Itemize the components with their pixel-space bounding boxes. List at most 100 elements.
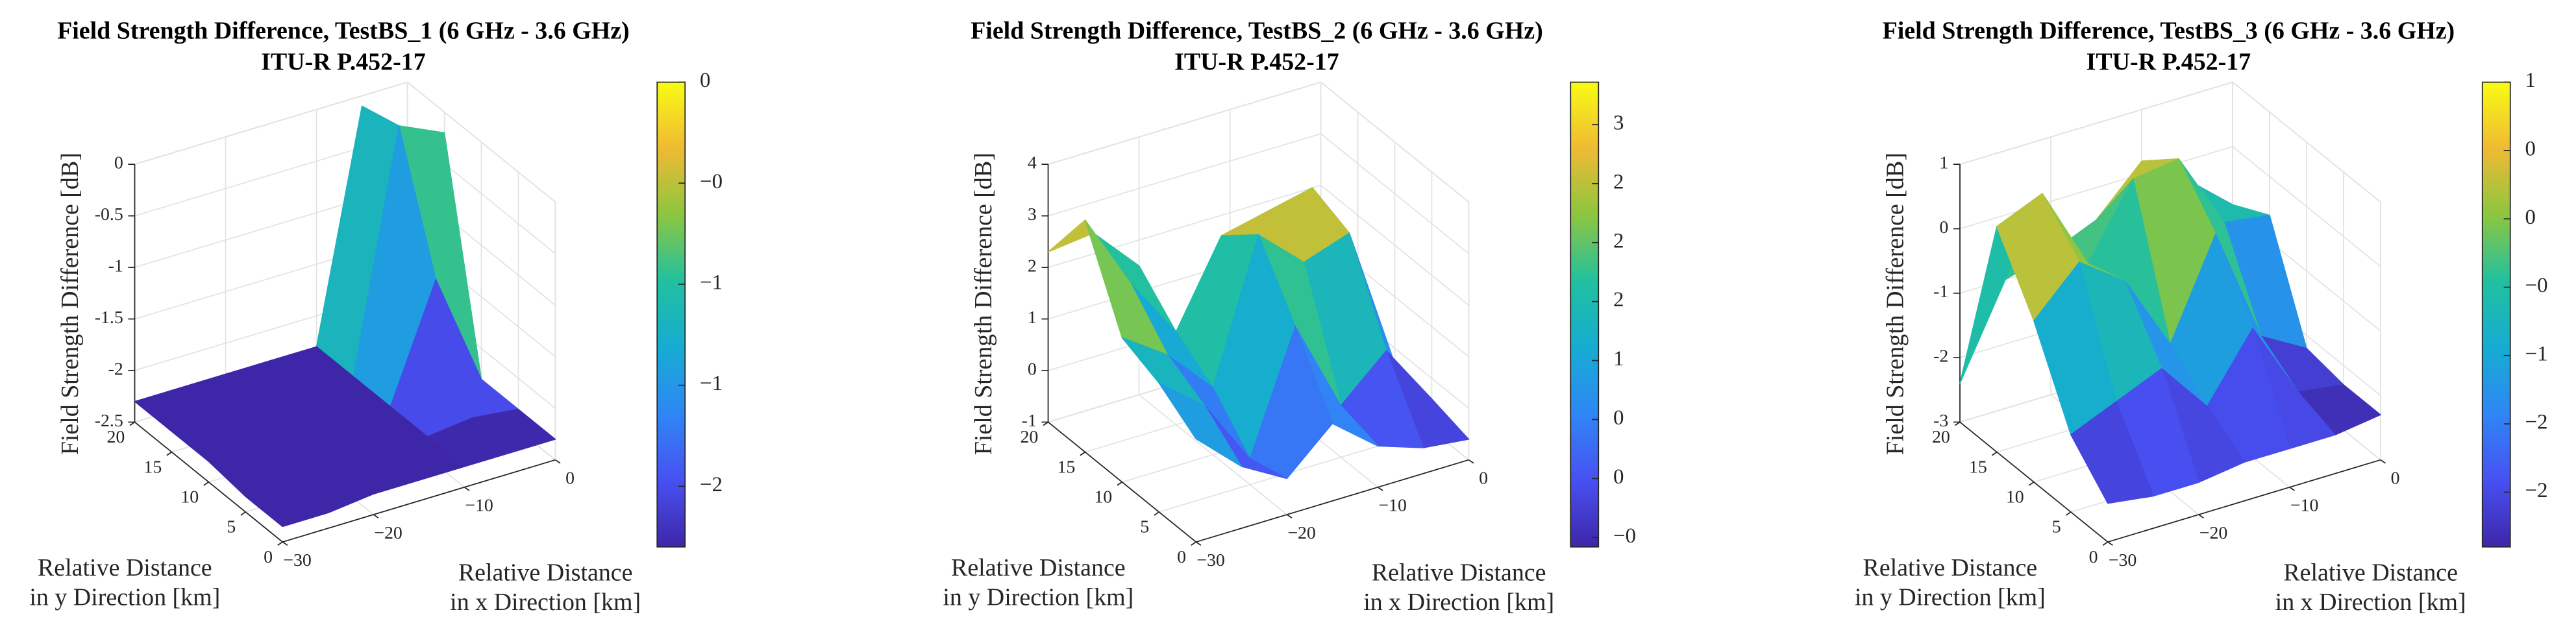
z-tick-label: 1 xyxy=(1939,153,1948,173)
tick-mark xyxy=(1080,451,1085,456)
colorbar-tick-label: −2 xyxy=(700,473,723,496)
y-axis-label: Relative Distance xyxy=(951,554,1126,581)
tick-mark xyxy=(1377,487,1383,491)
colorbar-tick-label: 2 xyxy=(1613,288,1624,311)
x-tick-label: 0 xyxy=(1479,468,1488,488)
y-tick-label: 20 xyxy=(1932,427,1950,447)
tick-mark xyxy=(2102,541,2109,546)
z-tick-label: -1 xyxy=(1022,411,1037,431)
colorbar-tick-label: 0 xyxy=(2525,206,2536,229)
chart-subtitle: ITU-R P.452-17 xyxy=(1174,48,1339,75)
x-tick-label: −20 xyxy=(2199,523,2228,543)
x-tick-label: 0 xyxy=(2391,468,2400,488)
tick-mark xyxy=(277,541,283,546)
colorbar xyxy=(656,81,686,548)
colorbar xyxy=(2481,81,2511,548)
x-axis-label: Relative Distance xyxy=(458,559,633,587)
colorbar-tick-label: 1 xyxy=(2525,69,2536,92)
tick-mark xyxy=(2107,541,2113,546)
surface-patch xyxy=(245,477,329,528)
colorbar-tick-label: 2 xyxy=(1613,229,1624,252)
z-tick-label: -1.5 xyxy=(95,308,123,328)
tick-mark xyxy=(1195,541,1202,546)
y-tick-label: 15 xyxy=(1969,457,1987,477)
z-tick-label: -3 xyxy=(1933,411,1948,431)
y-axis-label: Relative Distance xyxy=(1863,554,2038,581)
x-axis-label: in x Direction [km] xyxy=(2275,589,2466,616)
colorbar-tick-label: −2 xyxy=(2525,479,2548,502)
tick-mark xyxy=(282,541,288,546)
colorbar-tick-label: −0 xyxy=(1613,524,1636,548)
x-axis-label: Relative Distance xyxy=(1372,559,1546,587)
colorbar-tick-label: −0 xyxy=(2525,274,2548,297)
x-axis xyxy=(282,459,556,543)
x-axis-label: in x Direction [km] xyxy=(450,589,641,616)
z-tick-label: 0 xyxy=(1939,217,1948,238)
chart-title: Field Strength Difference, TestBS_2 (6 G… xyxy=(971,17,1543,44)
tick-mark xyxy=(2065,511,2072,516)
surface-patch xyxy=(1158,382,1243,467)
tick-mark xyxy=(166,451,172,456)
tick-mark xyxy=(2198,514,2204,518)
grid-line xyxy=(1320,81,1469,203)
colorbar-tick-label: −1 xyxy=(700,372,723,395)
x-tick-label: −30 xyxy=(283,550,312,570)
grid-line xyxy=(1320,184,1469,306)
tick-mark xyxy=(464,487,470,491)
x-tick-label: −30 xyxy=(2109,550,2137,570)
y-axis-label: in y Direction [km] xyxy=(1855,583,2046,611)
z-tick-label: 1 xyxy=(1028,308,1037,328)
tick-mark xyxy=(2289,487,2295,491)
y-axis-label: in y Direction [km] xyxy=(943,583,1133,611)
z-tick-label: -2.5 xyxy=(95,411,123,431)
x-tick-label: −10 xyxy=(465,496,493,516)
y-tick-label: 0 xyxy=(1177,547,1186,567)
y-tick-label: 5 xyxy=(227,517,236,537)
grid-line xyxy=(1048,133,1321,217)
z-tick-label: -2 xyxy=(108,359,123,379)
z-tick-label: 2 xyxy=(1028,256,1037,276)
z-axis-label: Field Strength Difference [dB] xyxy=(970,152,997,455)
colorbar-tick-label: −1 xyxy=(2525,342,2548,365)
x-tick-label: −10 xyxy=(1378,496,1407,516)
x-axis-label: Relative Distance xyxy=(2283,559,2458,587)
z-tick-label: 0 xyxy=(114,153,123,173)
tick-mark xyxy=(2028,482,2035,486)
surface-patch xyxy=(1084,219,1169,356)
grid-line xyxy=(1959,146,2233,230)
y-tick-label: 10 xyxy=(180,487,199,507)
tick-mark xyxy=(1468,459,1474,464)
grid-line xyxy=(2232,81,2381,203)
z-axis-label: Field Strength Difference [dB] xyxy=(1882,152,1909,455)
grid-line xyxy=(1959,81,2233,165)
chart-title: Field Strength Difference, TestBS_3 (6 G… xyxy=(1883,17,2455,44)
grid-line xyxy=(1048,81,1321,165)
tick-mark xyxy=(240,511,246,516)
z-tick-label: -1 xyxy=(1933,282,1948,302)
z-tick-label: 3 xyxy=(1028,204,1037,225)
y-axis xyxy=(134,421,283,543)
y-axis-label: in y Direction [km] xyxy=(29,583,220,611)
tick-mark xyxy=(1286,514,1293,518)
chart-subtitle: ITU-R P.452-17 xyxy=(261,48,426,75)
tick-mark xyxy=(373,514,379,518)
x-tick-label: −30 xyxy=(1196,550,1225,570)
z-tick-label: -2 xyxy=(1933,347,1948,367)
tick-mark xyxy=(1154,511,1159,516)
chart-panel: Field Strength Difference, TestBS_3 (6 G… xyxy=(1855,17,2548,616)
y-axis xyxy=(1959,421,2109,543)
x-axis xyxy=(2107,459,2381,543)
x-tick-label: 0 xyxy=(565,468,575,488)
chart-panel: Field Strength Difference, TestBS_2 (6 G… xyxy=(943,17,1636,616)
colorbar-tick-label: 3 xyxy=(1613,112,1624,135)
grid-line xyxy=(1048,184,1321,268)
z-tick-label: 0 xyxy=(1028,359,1037,379)
chart-subtitle: ITU-R P.452-17 xyxy=(2087,48,2251,75)
surface-patch xyxy=(2070,401,2154,504)
y-tick-label: 15 xyxy=(1057,457,1075,477)
z-tick-label: -1 xyxy=(108,256,123,276)
y-tick-label: 5 xyxy=(1140,517,1149,537)
tick-mark xyxy=(1191,541,1196,546)
colorbar-tick-label: −1 xyxy=(700,271,723,295)
